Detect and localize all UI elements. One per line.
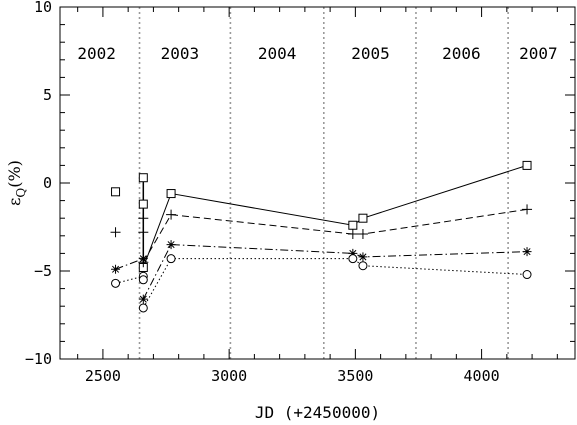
series-line bbox=[142, 164, 528, 268]
data-point-asterisk bbox=[166, 240, 176, 250]
series-asterisk bbox=[111, 240, 532, 304]
data-point-square bbox=[358, 213, 368, 223]
y-axis-label: εQ(%) bbox=[5, 160, 28, 206]
data-point-circle bbox=[358, 261, 368, 271]
data-point-plus bbox=[166, 209, 177, 220]
data-point-asterisk bbox=[138, 254, 148, 264]
year-label: 2003 bbox=[161, 44, 200, 63]
series-segment bbox=[115, 275, 144, 284]
x-tick-label: 4000 bbox=[464, 367, 500, 385]
y-tick-label: −10 bbox=[25, 350, 52, 368]
data-point-plus bbox=[347, 229, 358, 240]
year-labels: 2002 2003 2004 2005 2006 2007 bbox=[77, 44, 557, 63]
year-label: 2002 bbox=[77, 44, 116, 63]
data-point-square bbox=[111, 187, 121, 197]
x-tick-label: 3000 bbox=[211, 367, 247, 385]
year-boundaries bbox=[138, 7, 509, 359]
data-point-asterisk bbox=[522, 247, 532, 257]
series-line bbox=[142, 208, 528, 263]
data-point-circle bbox=[166, 254, 176, 264]
data-point-square bbox=[138, 199, 148, 209]
y-axis-unit: (%) bbox=[5, 160, 24, 188]
year-label: 2006 bbox=[442, 44, 481, 63]
series-segment bbox=[115, 258, 144, 270]
series-circle bbox=[111, 254, 532, 313]
y-tick-label: 10 bbox=[34, 0, 52, 16]
year-label: 2005 bbox=[351, 44, 390, 63]
data-point-circle bbox=[522, 270, 532, 280]
year-label: 2004 bbox=[258, 44, 297, 63]
data-point-asterisk bbox=[348, 248, 358, 258]
series-line bbox=[142, 258, 528, 309]
data-point-square bbox=[348, 220, 358, 230]
y-tick-label: 5 bbox=[43, 86, 52, 104]
data-point-circle bbox=[111, 278, 121, 288]
axes: 2500 3000 3500 4000 −10 −5 0 5 10 bbox=[25, 0, 575, 385]
data-point-plus bbox=[138, 227, 149, 238]
data-point-circle bbox=[348, 254, 358, 264]
data-point-circle bbox=[138, 275, 148, 285]
y-axis-symbol: ε bbox=[5, 198, 24, 206]
data-point-square bbox=[138, 173, 148, 183]
y-tick-label: 0 bbox=[43, 174, 52, 192]
x-axis-label: JD (+2450000) bbox=[255, 403, 380, 422]
data-point-plus bbox=[357, 229, 368, 240]
data-point-circle bbox=[138, 303, 148, 313]
plot-frame bbox=[59, 6, 576, 360]
data-point-plus bbox=[522, 204, 533, 215]
data-point-asterisk bbox=[358, 252, 368, 262]
data-point-square bbox=[166, 189, 176, 199]
data-point-asterisk bbox=[138, 294, 148, 304]
series-square bbox=[111, 160, 532, 272]
year-label: 2007 bbox=[519, 44, 558, 63]
x-tick-label: 2500 bbox=[85, 367, 121, 385]
y-axis-subscript: Q bbox=[14, 188, 28, 198]
data-point-plus bbox=[110, 227, 121, 238]
data-point-plus bbox=[138, 213, 149, 224]
y-tick-label: −5 bbox=[34, 262, 52, 280]
data-point-asterisk bbox=[111, 264, 121, 274]
series-layer bbox=[110, 160, 533, 313]
data-point-square bbox=[522, 160, 532, 170]
x-tick-label: 3500 bbox=[337, 367, 373, 385]
